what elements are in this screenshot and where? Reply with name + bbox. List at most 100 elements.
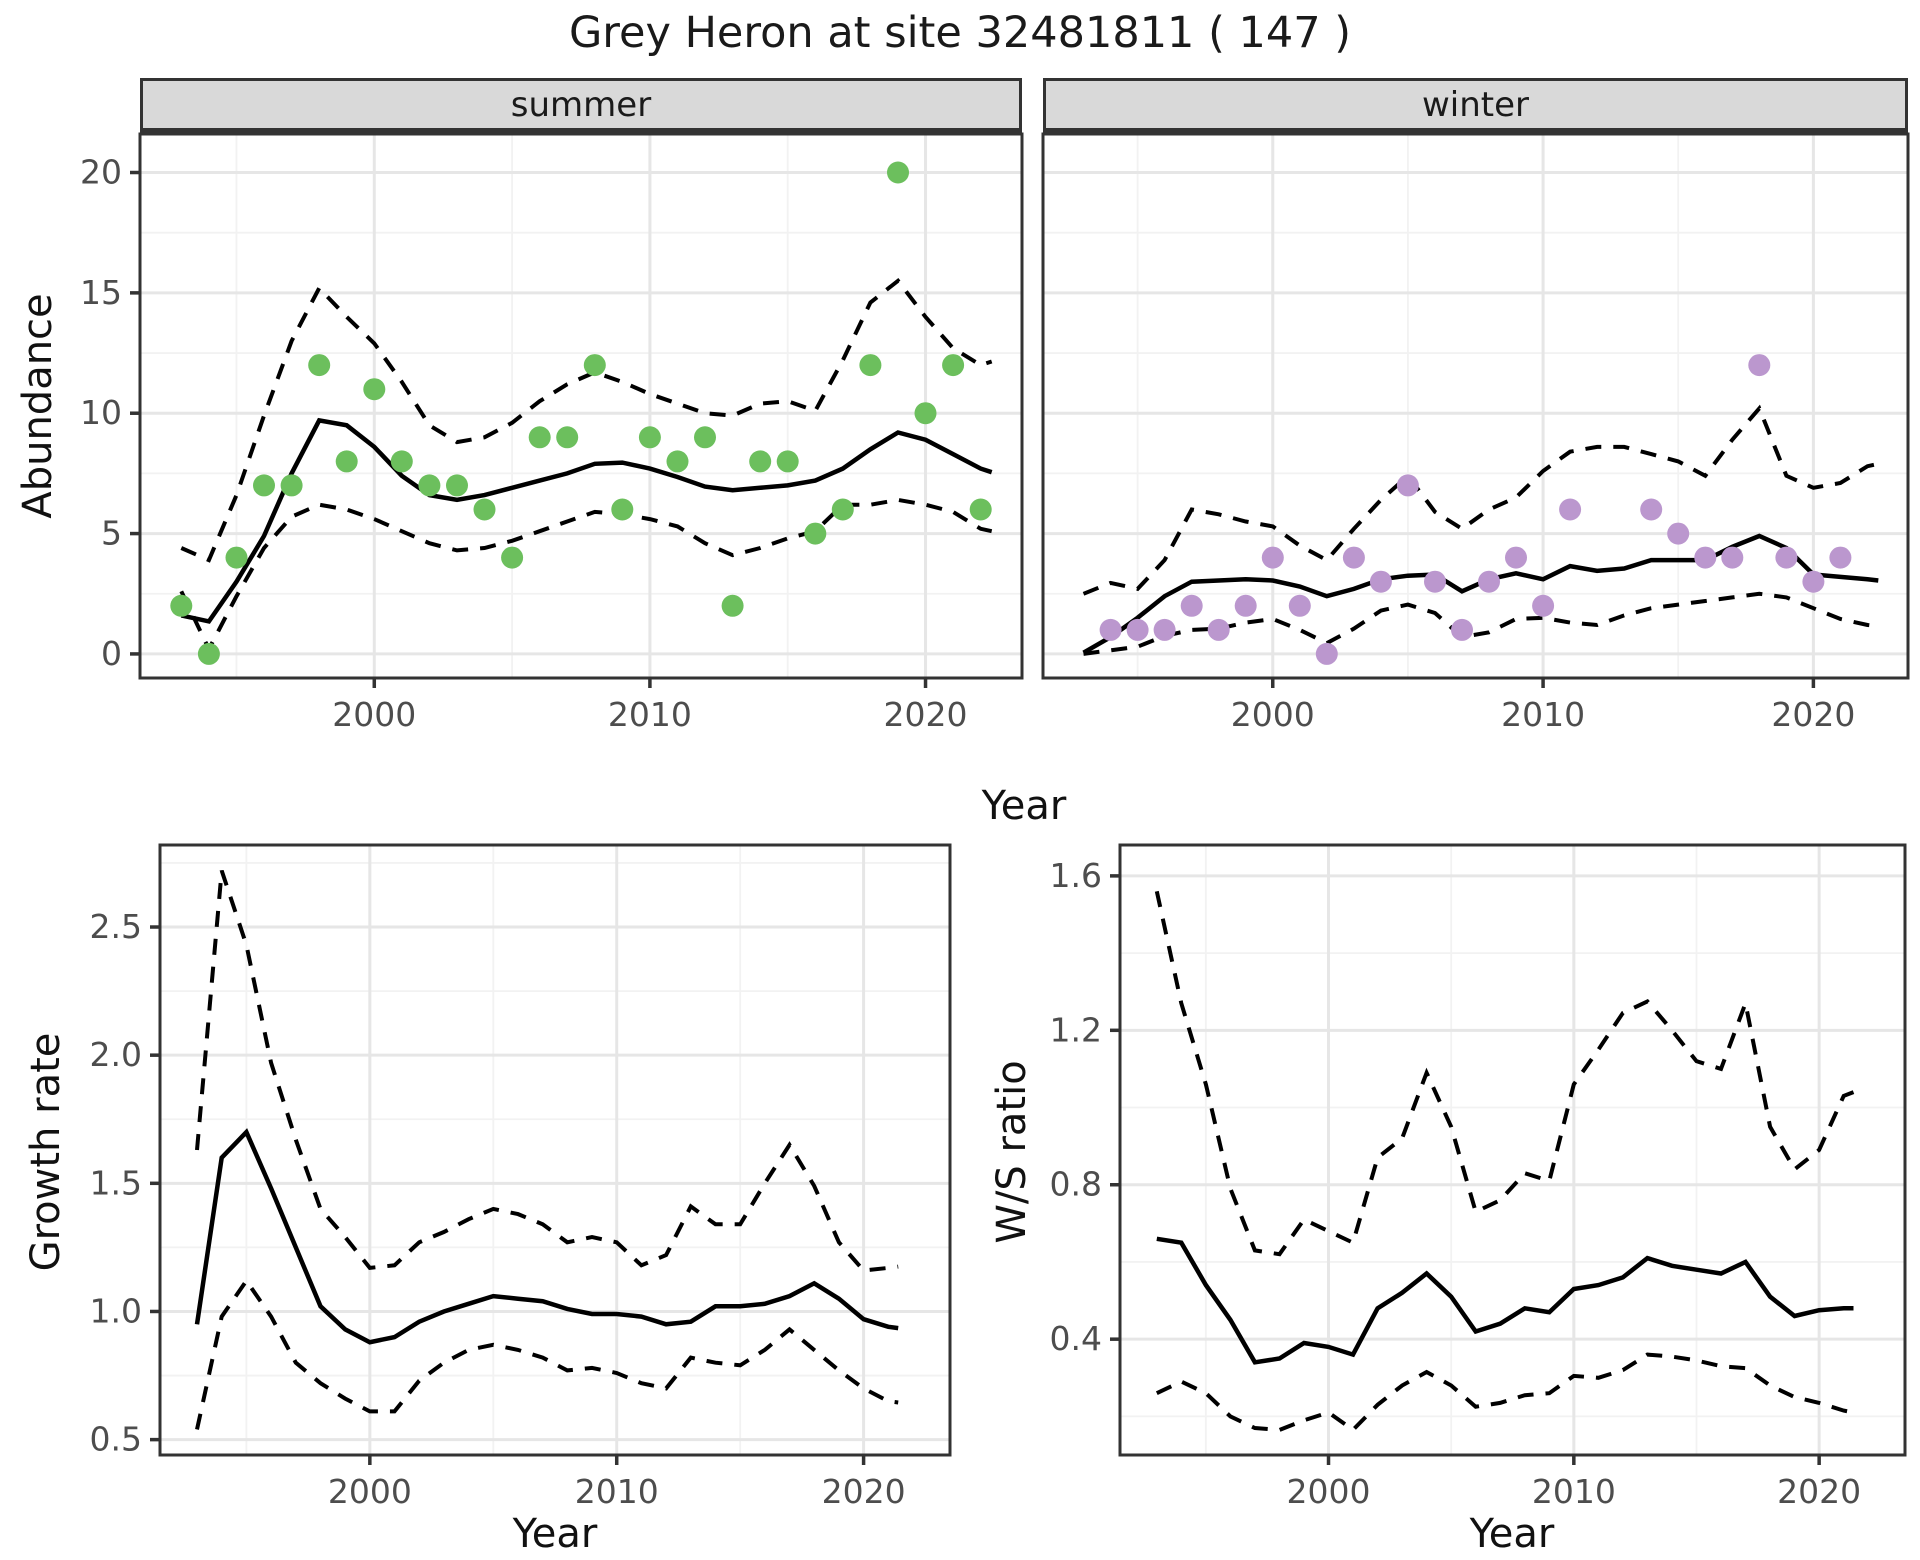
mean-line [180, 417, 993, 624]
upper-ci-line [180, 277, 993, 563]
lower-ci-line [179, 497, 993, 654]
upper-ci-line [1154, 890, 1855, 1257]
data-point [969, 498, 992, 521]
facet-strip-summer-label: summer [510, 84, 652, 125]
data-point [1261, 546, 1284, 569]
data-point [363, 378, 386, 401]
x-tick-label: 2010 [1532, 1472, 1616, 1511]
y-tick-label: 0.5 [90, 1420, 142, 1459]
data-point [1369, 570, 1392, 593]
y-tick-label: 10 [80, 393, 122, 432]
data-point [1802, 570, 1825, 593]
data-point [776, 450, 799, 473]
y-axis-title-growth-rate: Growth rate [23, 1032, 69, 1272]
y-tick-label: 0.8 [1050, 1165, 1102, 1204]
y-axis-title-abundance: Abundance [15, 293, 61, 519]
data-point [1342, 546, 1365, 569]
y-tick-label: 1.5 [90, 1163, 142, 1202]
y-tick-label: 0.4 [1050, 1319, 1102, 1358]
data-point [1667, 522, 1690, 545]
data-point [1748, 354, 1771, 377]
grid-major [1043, 134, 1908, 678]
x-axis-title-year-bottom-right: Year [1469, 1511, 1555, 1557]
panel-ws_ratio: 2000 2010 2020 0.4 0.8 1.2 1.6 [1050, 843, 1907, 1511]
data-point [308, 354, 331, 377]
panel-growth_rate: 2000 2010 2020 0.5 1.0 1.5 2.0 2.5 [90, 843, 952, 1511]
x-tick-label: 2020 [1777, 1472, 1861, 1511]
mean-line [1156, 1236, 1854, 1365]
data-point [1180, 594, 1203, 617]
data-point [694, 426, 716, 449]
y-tick-label: 20 [80, 153, 122, 192]
panel-border [1041, 132, 1910, 680]
data-point [914, 402, 937, 425]
x-tick-label: 2000 [328, 1472, 412, 1511]
x-tick-label: 2000 [332, 695, 416, 734]
y-tick-label: 2.5 [90, 907, 142, 946]
grid-minor [1043, 134, 1908, 678]
x-tick-label: 2020 [822, 1472, 906, 1511]
data-point [390, 450, 413, 473]
panel-background [140, 134, 1022, 678]
data-point [170, 594, 193, 617]
data-point [887, 161, 909, 184]
data-points-winter [1099, 354, 1852, 665]
upper-ci-line [1082, 404, 1879, 596]
data-point [749, 450, 772, 473]
grid-major [140, 134, 1022, 678]
data-point [1505, 546, 1527, 569]
facet-strip-winter: winter [1043, 78, 1908, 134]
data-point [1640, 498, 1663, 521]
axis-ticks: 2000 2010 2020 0.5 1.0 1.5 2.0 2.5 [90, 907, 906, 1511]
data-point [583, 354, 606, 377]
data-point [473, 498, 496, 521]
mean-line [194, 1128, 899, 1345]
data-point [253, 474, 275, 497]
data-point [859, 354, 882, 377]
panel-border [1118, 843, 1907, 1457]
data-point [280, 474, 303, 497]
panel-border [158, 843, 952, 1457]
panel-border [138, 132, 1024, 680]
data-points-summer [170, 161, 992, 665]
data-point [418, 474, 441, 497]
data-point [335, 450, 358, 473]
data-point [1153, 618, 1176, 641]
series-lines [194, 869, 899, 1430]
x-tick-label: 2010 [608, 695, 692, 734]
data-point [1532, 594, 1555, 617]
data-point [1207, 618, 1230, 641]
data-point [611, 498, 634, 521]
data-point [721, 594, 744, 617]
x-tick-label: 2000 [1231, 695, 1315, 734]
panel-abundance_summer: 2000 2010 2020 0 5 10 15 20 [80, 132, 1024, 734]
lower-ci-line [195, 1277, 899, 1430]
data-point [638, 426, 661, 449]
y-tick-label: 2.0 [90, 1035, 142, 1074]
data-point [1288, 594, 1311, 617]
y-tick-label: 0 [101, 634, 122, 673]
grid-major [160, 845, 950, 1455]
x-tick-label: 2010 [1501, 695, 1585, 734]
upper-ci-line [195, 869, 899, 1273]
data-point [197, 642, 220, 665]
panel-abundance_winter: 2000 2010 2020 [1041, 132, 1910, 734]
data-point [225, 546, 248, 569]
x-tick-label: 2000 [1287, 1472, 1371, 1511]
data-point [1694, 546, 1717, 569]
data-point [528, 426, 551, 449]
y-tick-label: 1.0 [90, 1291, 142, 1330]
grid-minor [160, 845, 950, 1455]
data-point [1775, 546, 1798, 569]
x-axis-title-year-top: Year [981, 783, 1067, 829]
y-tick-label: 1.6 [1050, 856, 1102, 895]
x-axis-title-year-bottom-left: Year [512, 1511, 598, 1557]
data-point [831, 498, 854, 521]
x-tick-label: 2020 [1771, 695, 1855, 734]
panel-background [1120, 845, 1905, 1455]
data-point [1234, 594, 1257, 617]
y-tick-label: 5 [101, 514, 122, 553]
data-point [1829, 546, 1852, 569]
